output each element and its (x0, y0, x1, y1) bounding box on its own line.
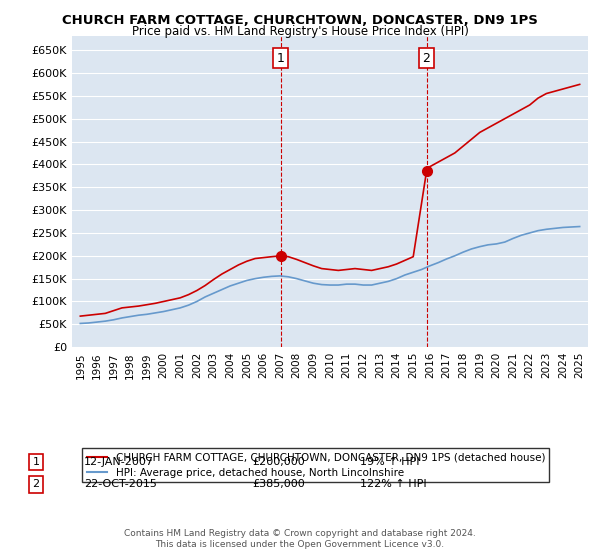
Text: 2: 2 (422, 52, 430, 64)
Text: £385,000: £385,000 (252, 479, 305, 489)
Legend: CHURCH FARM COTTAGE, CHURCHTOWN, DONCASTER, DN9 1PS (detached house), HPI: Avera: CHURCH FARM COTTAGE, CHURCHTOWN, DONCAST… (82, 449, 550, 482)
Text: 19% ↑ HPI: 19% ↑ HPI (360, 457, 419, 467)
Text: Price paid vs. HM Land Registry's House Price Index (HPI): Price paid vs. HM Land Registry's House … (131, 25, 469, 38)
Text: CHURCH FARM COTTAGE, CHURCHTOWN, DONCASTER, DN9 1PS: CHURCH FARM COTTAGE, CHURCHTOWN, DONCAST… (62, 14, 538, 27)
Text: 1: 1 (277, 52, 284, 64)
Text: 2: 2 (32, 479, 40, 489)
Text: Contains HM Land Registry data © Crown copyright and database right 2024.
This d: Contains HM Land Registry data © Crown c… (124, 529, 476, 549)
Text: 12-JAN-2007: 12-JAN-2007 (84, 457, 154, 467)
Text: £200,000: £200,000 (252, 457, 305, 467)
Text: 22-OCT-2015: 22-OCT-2015 (84, 479, 157, 489)
Text: 1: 1 (32, 457, 40, 467)
Text: 122% ↑ HPI: 122% ↑ HPI (360, 479, 427, 489)
